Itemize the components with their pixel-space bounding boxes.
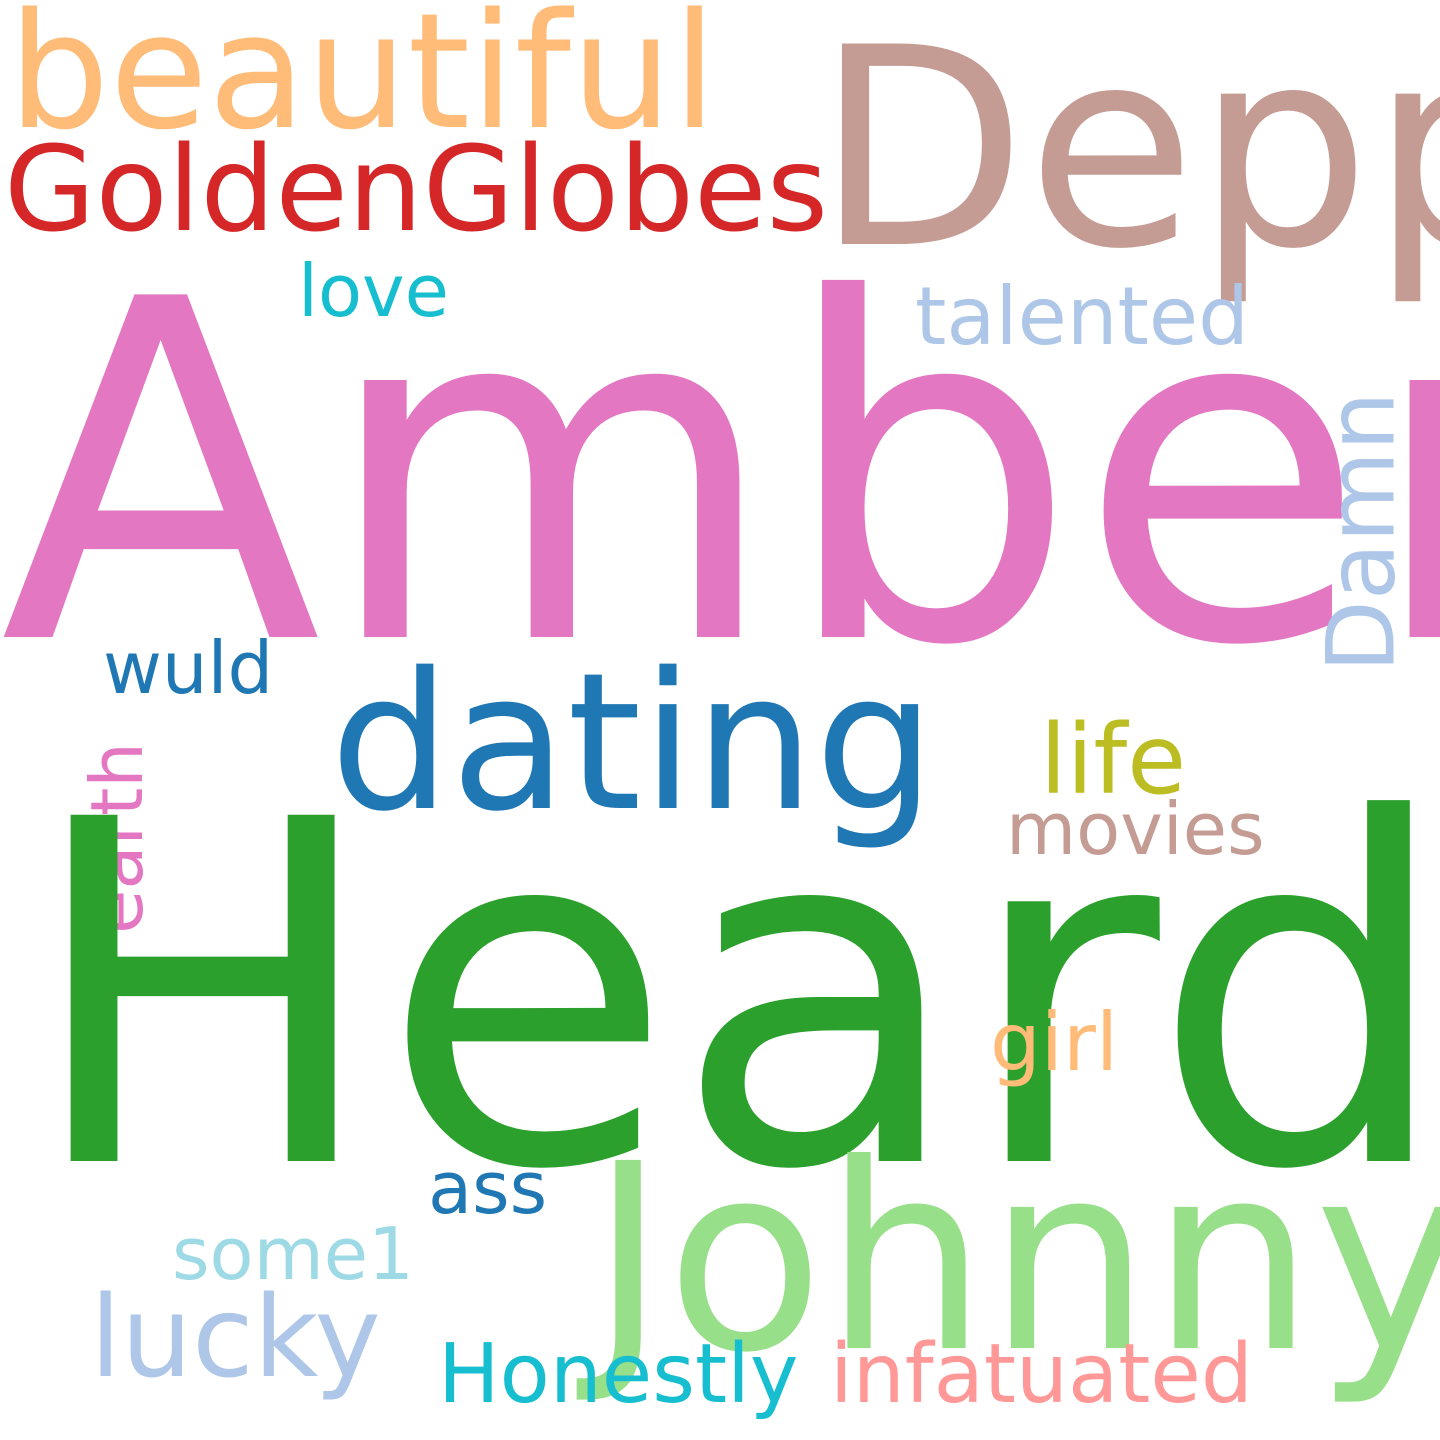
word-dating: dating bbox=[330, 632, 936, 853]
word-amber: Amber bbox=[0, 201, 1440, 748]
word-life: life bbox=[1040, 704, 1187, 816]
word-goldenglobes: GoldenGlobes bbox=[4, 120, 829, 258]
word-heard: Heard bbox=[24, 721, 1440, 1274]
word-depp: Depp bbox=[815, 0, 1440, 309]
word-wuld: wuld bbox=[103, 626, 274, 710]
word-damn: Damn bbox=[1307, 391, 1417, 673]
word-talented: talented bbox=[915, 270, 1249, 363]
word-infatuated: infatuated bbox=[830, 1327, 1253, 1422]
word-love: love bbox=[298, 249, 449, 333]
word-movies: movies bbox=[1006, 787, 1265, 871]
word-beautiful: beautiful bbox=[8, 0, 717, 165]
word-ass: ass bbox=[428, 1146, 548, 1230]
word-honestly: Honestly bbox=[438, 1327, 799, 1422]
word-johnny: Johnny bbox=[590, 1109, 1440, 1409]
word-some1: some1 bbox=[172, 1212, 414, 1296]
word-girl: girl bbox=[990, 996, 1119, 1089]
word-lucky: lucky bbox=[90, 1273, 381, 1403]
